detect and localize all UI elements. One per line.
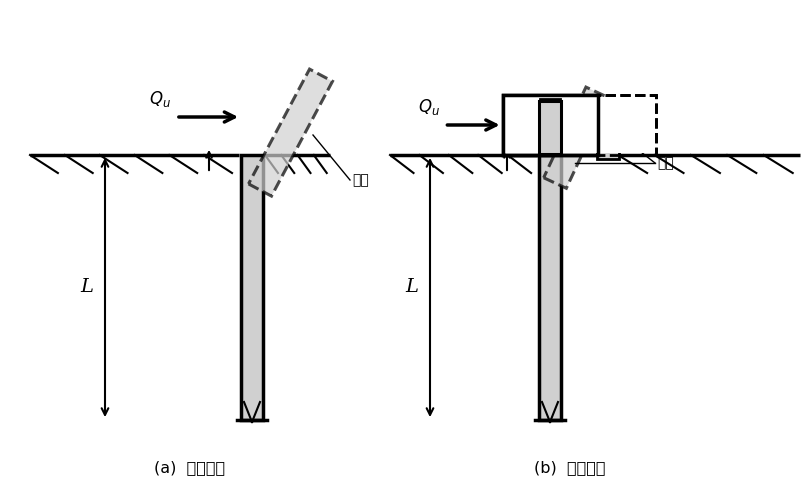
Bar [597,101,619,159]
Text: 균열: 균열 [657,156,674,170]
Bar [241,155,263,420]
Bar [539,101,561,154]
Polygon shape [544,87,608,188]
Bar [539,155,561,420]
Bar [503,95,597,155]
Text: $Q_u$: $Q_u$ [149,89,171,109]
Bar [540,99,560,155]
Text: L: L [406,279,419,296]
Bar [562,97,654,153]
Text: $Q_u$: $Q_u$ [418,97,440,117]
Text: 균열: 균열 [352,173,368,187]
Polygon shape [249,69,333,196]
Bar [503,95,597,155]
Bar [561,95,655,155]
Text: (a)  두부자유: (a) 두부자유 [154,460,225,476]
Text: (b)  두부구속: (b) 두부구속 [534,460,606,476]
Bar [561,95,655,155]
Text: L: L [81,279,94,296]
Bar [504,97,595,153]
